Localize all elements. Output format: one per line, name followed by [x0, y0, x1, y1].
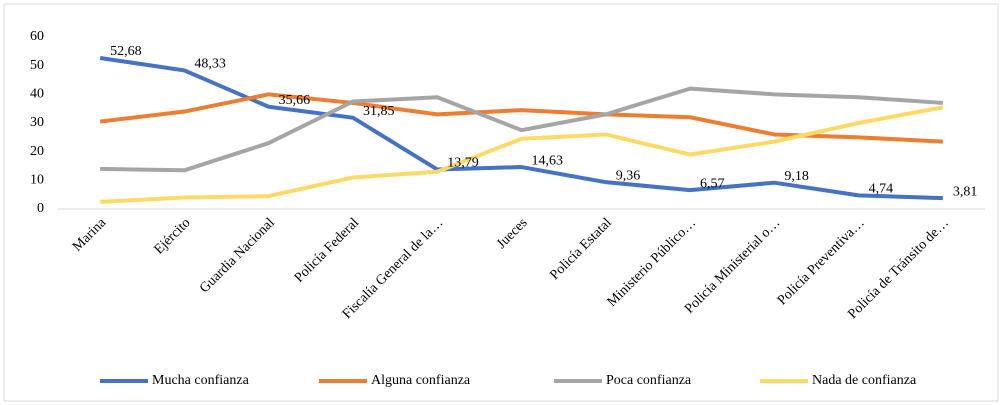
series-line	[99, 56, 943, 201]
data-label: 3,81	[953, 184, 978, 199]
chart-border	[3, 3, 999, 402]
series-line	[100, 105, 944, 204]
y-tick-label: 0	[37, 201, 44, 216]
data-label: 14,63	[532, 153, 564, 168]
data-label: 6,57	[700, 176, 725, 191]
legend-label: Nada de confianza	[812, 373, 917, 388]
data-label: 48,33	[194, 57, 226, 72]
data-label: 31,85	[363, 104, 395, 119]
legend-label: Alguna confianza	[371, 373, 471, 388]
y-tick-label: 10	[30, 173, 44, 188]
data-label: 9,18	[784, 169, 809, 184]
legend-label: Poca confianza	[606, 373, 692, 388]
data-label: 4,74	[869, 182, 894, 197]
y-tick-label: 60	[30, 29, 44, 44]
data-label: 35,66	[279, 93, 311, 108]
y-tick-label: 20	[30, 144, 44, 159]
data-label: 9,36	[616, 168, 641, 183]
y-tick-label: 40	[30, 87, 44, 102]
series-line	[100, 86, 943, 173]
data-label: 13,79	[447, 156, 479, 171]
data-label: 52,68	[110, 44, 141, 59]
y-tick-label: 30	[30, 115, 44, 130]
legend-label: Mucha confianza	[152, 373, 250, 388]
y-tick-label: 50	[30, 58, 44, 73]
